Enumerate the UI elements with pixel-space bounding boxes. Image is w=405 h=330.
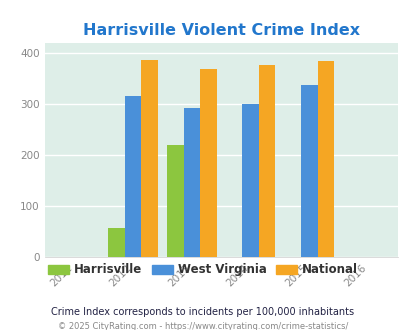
Text: Crime Index corresponds to incidents per 100,000 inhabitants: Crime Index corresponds to incidents per… [51,307,354,317]
Bar [258,65,275,257]
Legend: Harrisville, West Virginia, National: Harrisville, West Virginia, National [43,259,362,281]
Title: Harrisville Violent Crime Index: Harrisville Violent Crime Index [83,22,359,38]
Bar [317,61,333,257]
Bar [108,228,124,257]
Bar [183,108,200,257]
Bar [200,69,216,257]
Bar [141,60,157,257]
Bar [242,104,258,257]
Bar [167,145,183,257]
Bar [301,85,317,257]
Bar [124,95,141,257]
Text: © 2025 CityRating.com - https://www.cityrating.com/crime-statistics/: © 2025 CityRating.com - https://www.city… [58,321,347,330]
